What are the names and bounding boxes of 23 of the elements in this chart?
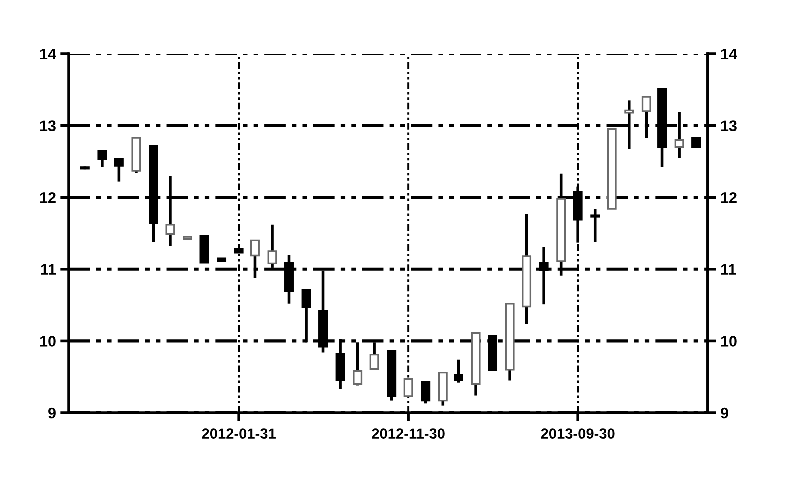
- candlestick: [421, 380, 431, 406]
- candlestick: [98, 150, 108, 169]
- candlestick: [353, 341, 363, 388]
- candlestick: [590, 208, 600, 244]
- x-tick-label: 2012-01-31: [202, 428, 276, 440]
- y-tick-label: 14: [40, 49, 56, 60]
- y2-tick-label: 12: [721, 192, 737, 204]
- y2-tick-label: 11: [721, 264, 736, 275]
- y-tick-label: 13: [40, 120, 56, 132]
- candlestick: [404, 378, 414, 398]
- y2-tick-label: 10: [721, 336, 737, 347]
- y2-tick-label: 14: [721, 49, 738, 60]
- candlestick: [692, 137, 702, 148]
- y2-tick-label: 9: [721, 408, 728, 419]
- candlestick: [454, 358, 464, 384]
- y-tick-label: 10: [40, 336, 56, 347]
- candlestick: [114, 157, 124, 184]
- x-tick-label: 2012-11-30: [372, 428, 445, 440]
- y-tick-label: 9: [48, 408, 56, 419]
- x-tick-label: 2013-09-30: [541, 428, 615, 440]
- y-tick-label: 12: [40, 192, 56, 204]
- y2-tick-label: 13: [721, 120, 737, 132]
- y-tick-label: 11: [41, 264, 56, 275]
